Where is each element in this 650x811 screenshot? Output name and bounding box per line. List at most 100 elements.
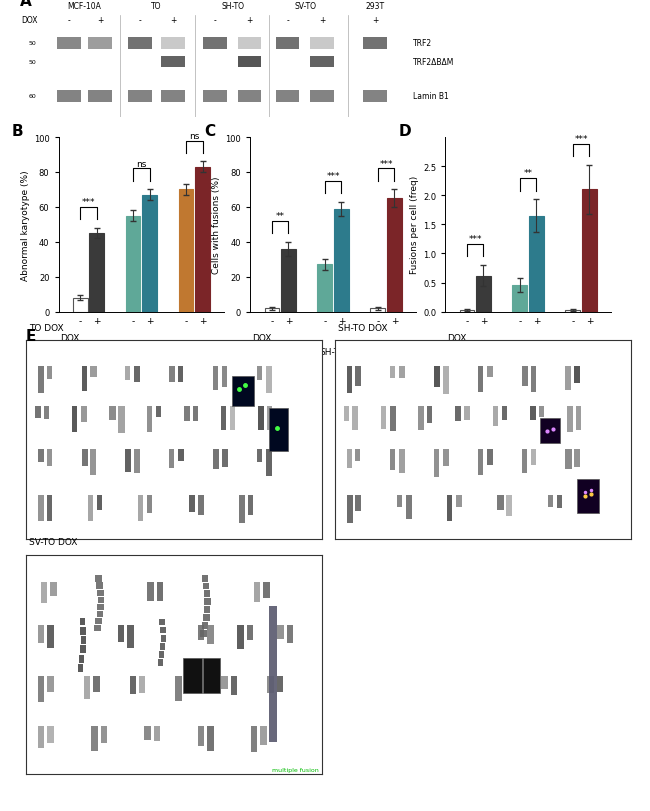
Text: E: E [26,328,36,343]
Bar [81,406,86,423]
Bar [154,727,161,741]
Text: +: + [170,16,176,25]
Bar [161,57,185,68]
Bar [567,406,573,433]
Bar [237,625,244,650]
Bar [575,367,580,384]
Text: 60: 60 [29,94,36,99]
Bar [88,496,94,521]
Bar [276,676,283,692]
Bar [268,606,277,741]
Bar [38,625,44,644]
Bar [169,450,174,468]
Bar [138,496,143,521]
Bar [72,406,77,432]
Bar [80,646,86,654]
Text: ***: *** [326,172,340,181]
Bar [254,581,260,603]
Text: A: A [20,0,32,9]
Bar [47,676,54,693]
Bar [202,622,209,629]
Bar [203,92,227,102]
Bar [129,676,136,694]
Bar [237,92,261,102]
Bar [346,496,353,523]
Bar [178,367,183,382]
Bar [247,625,254,640]
Bar [203,590,210,598]
Bar [118,625,124,642]
Bar [443,450,449,466]
Text: HEK
293T: HEK 293T [365,0,385,11]
Bar [203,659,220,693]
Bar [237,57,261,68]
Bar [144,727,151,740]
Bar [204,607,211,613]
Text: ***: *** [469,235,482,244]
Text: SV-TO: SV-TO [294,2,317,11]
Bar [127,625,134,648]
Bar [203,615,209,621]
Text: ns: ns [136,160,146,169]
Text: 50: 50 [29,41,36,46]
Bar [35,406,41,418]
Bar [38,496,44,521]
Text: SV-TO: SV-TO [181,347,207,356]
Bar [200,630,207,637]
Bar [222,450,228,468]
Bar [266,367,272,393]
Bar [96,582,103,589]
Bar [317,265,332,312]
Bar [97,496,103,510]
Bar [456,406,462,422]
Text: TO: TO [469,347,482,356]
Text: ns: ns [189,131,200,140]
Bar [109,406,116,420]
Bar [98,597,104,603]
Bar [185,676,191,692]
Bar [390,406,396,431]
Bar [38,450,44,463]
Bar [207,727,213,751]
Bar [356,450,361,462]
Bar [434,450,439,478]
Text: C: C [204,124,215,139]
Bar [356,496,361,512]
Bar [161,92,185,102]
Bar [213,450,219,470]
Bar [82,450,88,466]
Bar [257,367,261,380]
Bar [38,676,44,702]
Bar [183,659,202,693]
Text: +: + [372,16,378,25]
Bar [259,406,265,431]
Text: multiple fusion: multiple fusion [272,767,318,772]
Bar [161,37,185,49]
Text: MCF-10A: MCF-10A [67,2,101,11]
Text: ***: *** [82,198,95,207]
Bar [447,496,452,521]
Bar [487,367,493,378]
Bar [91,727,98,751]
Bar [231,676,237,695]
Bar [276,37,300,49]
Bar [97,611,103,617]
Bar [89,234,104,312]
Bar [47,496,53,521]
Bar [566,311,580,312]
Bar [287,625,293,643]
Bar [406,496,411,519]
Bar [38,727,44,748]
Bar [57,92,81,102]
Bar [78,664,83,672]
Bar [221,406,226,431]
Bar [267,406,272,430]
Text: SH-TO: SH-TO [222,2,244,11]
Bar [128,92,152,102]
Bar [176,676,182,701]
Bar [575,450,580,468]
Bar [363,37,387,49]
Text: Lamin B1: Lamin B1 [413,92,449,101]
Bar [94,625,101,632]
Bar [47,727,54,743]
